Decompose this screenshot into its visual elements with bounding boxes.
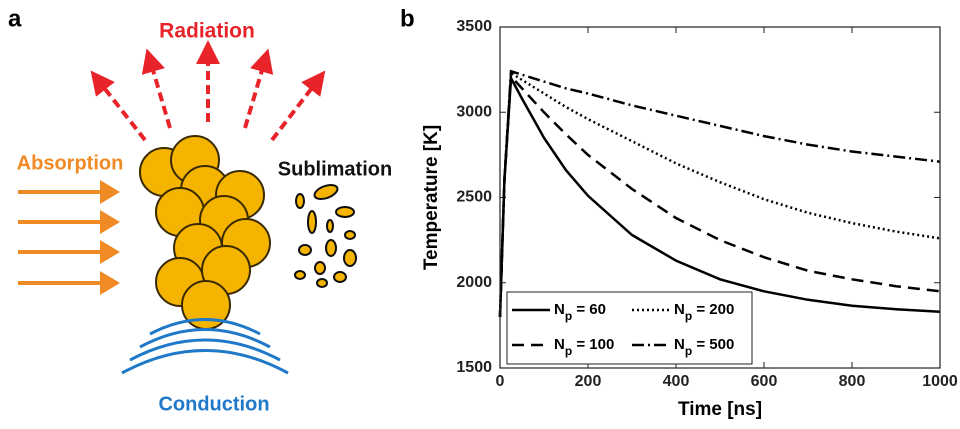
- x-tick-label: 200: [575, 373, 602, 390]
- absorption-arrows: [18, 180, 120, 295]
- x-tick-label: 0: [496, 373, 505, 390]
- y-tick-label: 1500: [456, 359, 492, 376]
- x-axis-title: Time [ns]: [678, 399, 762, 420]
- y-tick-label: 2500: [456, 189, 492, 206]
- diagram: a Radiation Absorption Sublimation: [8, 5, 392, 415]
- legend-label: Np = 500: [674, 336, 734, 358]
- y-axis-title: Temperature [K]: [421, 125, 442, 270]
- panel-label: a: [8, 5, 22, 32]
- x-tick-label: 400: [663, 373, 690, 390]
- plot-frame: [499, 26, 941, 369]
- series-line: [498, 73, 941, 317]
- y-tick-label: 3000: [456, 103, 492, 120]
- x-tick-label: 600: [751, 373, 778, 390]
- legend-label: Np = 60: [554, 301, 606, 323]
- legend-box: [506, 291, 753, 365]
- conduction-label: Conduction: [158, 393, 269, 415]
- legend-label: Np = 100: [554, 336, 614, 358]
- x-tick-label: 800: [839, 373, 866, 390]
- legend: Np = 60 Np = 100 Np = 200 Np = 500: [506, 291, 753, 365]
- series-line: [498, 69, 941, 317]
- legend-label: Np = 200: [674, 301, 734, 323]
- sublimation-label: Sublimation: [278, 158, 392, 180]
- absorption-label: Absorption: [17, 152, 124, 174]
- panel-label: b: [400, 5, 415, 32]
- radiation-label: Radiation: [159, 20, 255, 43]
- chart: b 1500 2000 2500 3000 3500 0 200 400 600 800 1000 T…: [400, 5, 958, 420]
- x-tick-label: 1000: [922, 373, 958, 390]
- y-tick-label: 2000: [456, 274, 492, 291]
- conduction-arcs: [121, 318, 289, 375]
- series-line: [498, 73, 941, 317]
- particle-aggregate: [139, 135, 271, 330]
- y-tick-label: 3500: [456, 18, 492, 35]
- fragments: [294, 184, 357, 288]
- radiation-arrows: [90, 40, 326, 142]
